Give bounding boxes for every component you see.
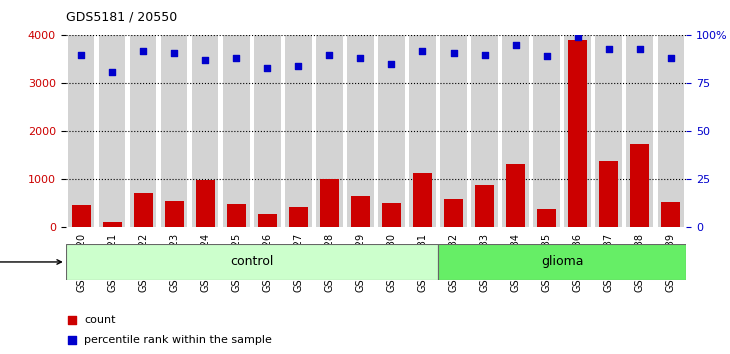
Point: [199, 57, 211, 63]
Bar: [378, 35, 404, 227]
Point: [510, 42, 521, 48]
Bar: [285, 35, 312, 227]
Bar: [599, 161, 618, 227]
Point: [293, 63, 304, 69]
Bar: [161, 35, 188, 227]
Bar: [196, 180, 215, 227]
Bar: [568, 40, 587, 227]
Bar: [506, 164, 525, 227]
Bar: [502, 35, 529, 227]
Text: percentile rank within the sample: percentile rank within the sample: [84, 335, 272, 345]
Point: [231, 56, 242, 61]
Point: [323, 52, 335, 57]
Bar: [413, 172, 431, 227]
Point: [572, 34, 583, 40]
Bar: [537, 209, 556, 227]
Point: [355, 56, 366, 61]
Point: [261, 65, 273, 71]
Point: [107, 69, 118, 75]
Bar: [564, 35, 591, 227]
Text: disease state: disease state: [0, 257, 61, 267]
Bar: [475, 185, 493, 227]
Bar: [72, 205, 91, 227]
Point: [169, 50, 180, 56]
Bar: [223, 35, 250, 227]
Point: [634, 46, 645, 52]
Point: [66, 318, 78, 323]
Point: [479, 52, 491, 57]
Bar: [254, 35, 280, 227]
Bar: [472, 35, 498, 227]
FancyBboxPatch shape: [438, 244, 686, 280]
Point: [541, 53, 553, 59]
Point: [385, 61, 397, 67]
Point: [66, 337, 78, 343]
Point: [137, 48, 149, 53]
Text: control: control: [230, 256, 274, 268]
Bar: [626, 35, 653, 227]
Bar: [130, 35, 156, 227]
Point: [603, 46, 615, 52]
Bar: [444, 199, 463, 227]
Bar: [351, 196, 370, 227]
Bar: [440, 35, 466, 227]
Point: [447, 50, 459, 56]
Bar: [192, 35, 218, 227]
Bar: [320, 179, 339, 227]
Bar: [316, 35, 342, 227]
Bar: [534, 35, 560, 227]
Bar: [630, 144, 649, 227]
Bar: [134, 193, 153, 227]
Text: glioma: glioma: [541, 256, 583, 268]
Bar: [661, 202, 680, 227]
Bar: [383, 202, 401, 227]
Text: GDS5181 / 20550: GDS5181 / 20550: [66, 10, 177, 23]
Bar: [658, 35, 684, 227]
Text: count: count: [84, 315, 116, 325]
FancyBboxPatch shape: [66, 244, 438, 280]
Point: [417, 48, 429, 53]
Bar: [289, 207, 308, 227]
Point: [75, 52, 87, 57]
Bar: [103, 222, 121, 227]
Bar: [99, 35, 126, 227]
Bar: [227, 204, 245, 227]
Bar: [258, 214, 277, 227]
Bar: [410, 35, 436, 227]
Bar: [596, 35, 622, 227]
Bar: [165, 201, 184, 227]
Bar: [347, 35, 374, 227]
Bar: [68, 35, 94, 227]
Point: [665, 56, 677, 61]
